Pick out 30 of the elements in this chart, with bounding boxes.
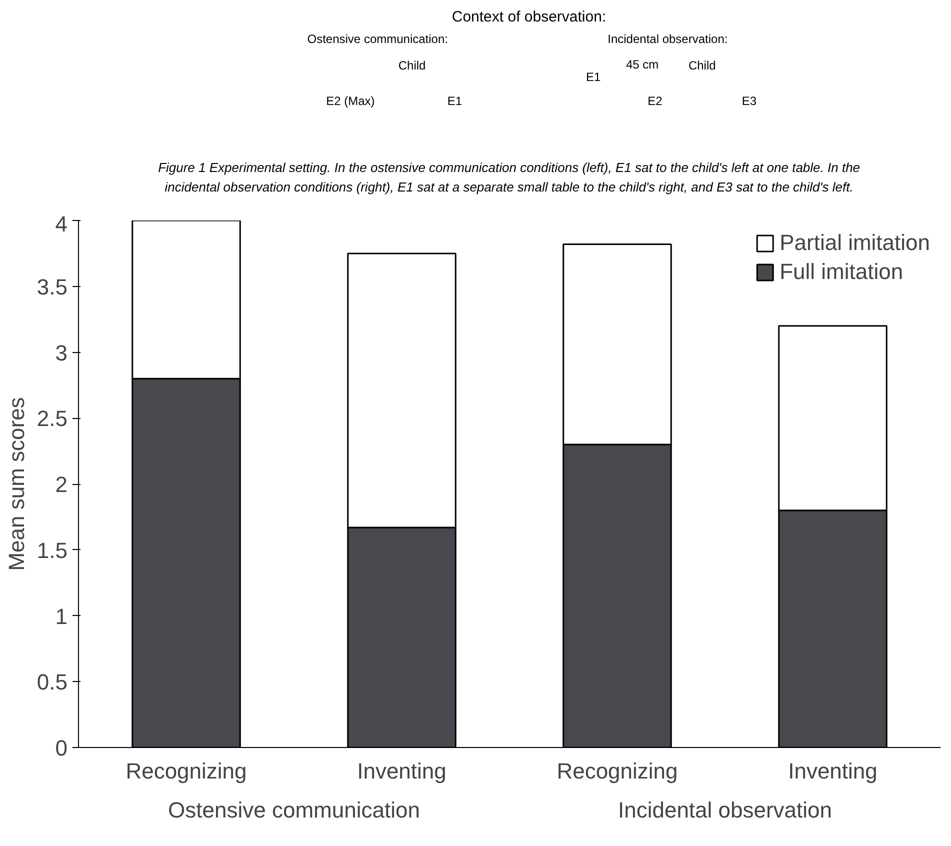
text: E2 — [648, 94, 663, 108]
text: Child — [398, 58, 426, 73]
text: Incidental observation: — [608, 32, 728, 46]
text: E2 (Max) — [326, 94, 375, 108]
y-tick-label: 0 — [55, 736, 68, 760]
y-tick-label: 2.5 — [36, 406, 68, 432]
legend-label: Full imitation — [780, 259, 904, 285]
text: E1 — [447, 94, 462, 108]
x-tick-label: Recognizing — [126, 758, 247, 784]
text: Incidental observation — [618, 798, 832, 822]
y-tick-label: 3 — [55, 340, 68, 366]
y-tick-label: 1.5 — [36, 538, 68, 563]
text: Child — [688, 58, 716, 73]
text: Context of observation: — [452, 8, 606, 26]
text: E3 — [742, 94, 757, 108]
y-axis-title: Mean sum scores — [4, 397, 29, 571]
y-tick-label: 1 — [55, 604, 68, 629]
y-tick-label: 3.5 — [36, 274, 68, 300]
text: E1 — [586, 70, 602, 84]
text: 45 cm — [626, 58, 659, 72]
legend-label: Partial imitation — [780, 230, 930, 256]
text: Ostensive communication: — [307, 32, 448, 46]
y-tick-label: 2 — [55, 472, 68, 497]
x-tick-label: Inventing — [357, 758, 446, 784]
x-tick-label: Recognizing — [556, 758, 678, 784]
y-tick-label: 4 — [55, 212, 68, 236]
caption: Figure 1 Experimental setting. In the ostensive communication conditions (left), E1 sat to the child's left at one table. In the incidental observation conditions (right), E1 sat at a separate small table to the child's right, and E3 sat to the child's left. — [158, 160, 860, 194]
text: Ostensive communication — [168, 798, 420, 822]
y-tick-label: 0.5 — [36, 670, 68, 695]
x-tick-label: Inventing — [788, 758, 878, 784]
